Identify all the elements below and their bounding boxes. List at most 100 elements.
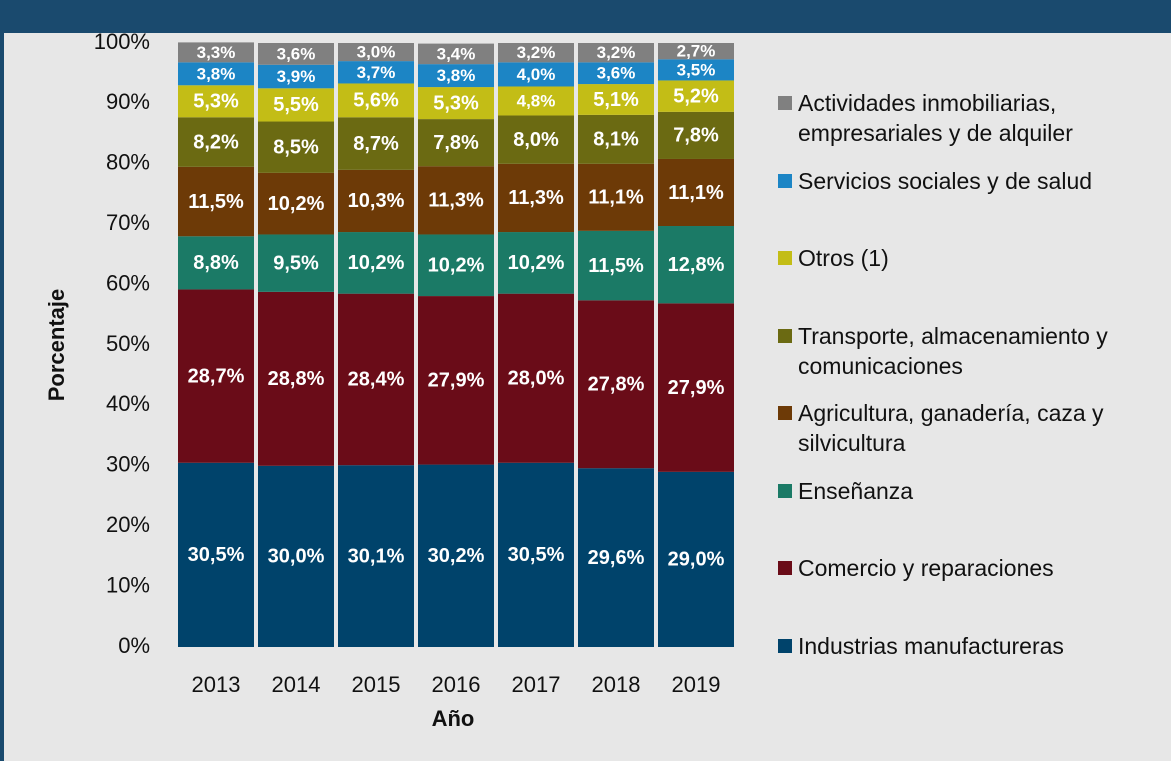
data-label: 30,0% [268,546,325,568]
data-label: 30,5% [188,544,245,566]
bar-segment [658,303,734,472]
data-label: 5,5% [273,94,319,116]
bar-segment [258,64,334,89]
legend-label: Actividades inmobiliarias, empresariales… [798,90,1073,146]
bar-segment [658,226,734,304]
data-label: 29,0% [668,549,725,571]
data-label: 2,7% [677,42,716,61]
data-label: 3,6% [597,64,636,83]
legend-label: Otros (1) [798,245,889,271]
bar-segment [418,464,494,647]
data-label: 11,5% [588,255,644,277]
bar-segment [658,80,734,112]
legend-swatch [778,483,792,498]
bar-segment [338,43,414,62]
bar-segment [258,234,334,292]
data-label: 3,0% [357,43,396,62]
legend-label: Comercio y reparaciones [798,555,1054,581]
bar-segment [658,471,734,647]
legend-label: Servicios sociales y de salud [798,167,1093,194]
x-tick-label: 2019 [672,672,721,697]
legend-item: Comercio y reparaciones [778,553,1158,583]
bar-segment [338,83,414,118]
data-label: 3,8% [437,66,476,85]
data-label: 28,0% [508,368,565,390]
bar-segment [498,43,574,63]
data-label: 8,2% [193,131,239,153]
bar-segment [658,59,734,81]
data-label: 8,8% [193,252,239,274]
data-label: 28,7% [188,365,245,387]
y-tick-label: 40% [106,391,150,416]
y-tick-label: 80% [106,150,150,175]
data-label: 7,8% [673,125,719,147]
data-label: 30,5% [508,544,565,566]
data-label: 3,9% [277,67,316,86]
bar-segment [578,43,654,63]
bar-segment [418,166,494,235]
bar-segment [658,43,734,60]
data-label: 7,8% [433,132,479,154]
legend-item: Transporte, almacenamiento y comunicacio… [778,321,1158,381]
bar-segment [498,86,574,116]
x-tick-label: 2017 [512,672,561,697]
legend-swatch [778,561,792,575]
y-tick-label: 70% [106,210,150,235]
legend-item: Otros (1) [778,243,1158,273]
data-label: 8,7% [353,133,399,155]
bar-segment [258,465,334,647]
bar-segment [338,465,414,647]
data-label: 5,2% [673,85,719,107]
bar-segment [258,43,334,65]
bar-segment [418,296,494,465]
y-tick-label: 30% [106,452,150,477]
bar-segment [338,61,414,84]
bar-segment [338,293,414,466]
data-label: 10,2% [348,252,405,274]
bar-segment [498,115,574,164]
data-label: 27,9% [668,377,725,399]
y-tick-label: 10% [106,572,150,597]
bar-segment [338,232,414,294]
data-label: 30,1% [348,545,405,567]
data-label: 11,3% [428,190,484,212]
bar-segment [498,462,574,647]
data-label: 3,8% [197,64,236,83]
bar-segment [178,289,254,463]
data-label: 5,1% [593,89,639,111]
data-label: 10,2% [268,193,325,215]
bar-segment [418,64,494,88]
y-tick-label: 20% [106,512,150,537]
y-tick-label: 60% [106,270,150,295]
bar-segment [418,43,494,65]
data-label: 29,6% [588,547,645,569]
data-label: 4,0% [517,65,556,84]
bar-segment [418,87,494,120]
data-label: 5,3% [193,91,239,113]
bar-segment [498,163,574,233]
y-tick-label: 0% [118,633,150,658]
legend-item: Industrias manufactureras [778,631,1158,661]
legend-item: Actividades inmobiliarias, empresariales… [778,88,1158,148]
x-tick-label: 2015 [352,672,401,697]
legend-item: Agricultura, ganadería, caza y silvicult… [778,398,1158,458]
data-label: 8,1% [593,129,639,151]
data-label: 12,8% [668,254,725,276]
legend-swatch [778,406,792,420]
legend-label: Transporte, almacenamiento y comunicacio… [798,322,1108,379]
legend-swatch [778,96,792,110]
bar-segment [658,158,734,227]
legend-swatch [778,328,792,343]
bar-segment [418,119,494,167]
bar-segment [578,114,654,164]
legend-label: Enseñanza [798,477,914,504]
bar-segment [578,62,654,85]
bar-segment [498,293,574,463]
legend-item: Enseñanza [778,476,1158,506]
bar-segment [418,234,494,297]
legend-label: Industrias manufactureras [798,632,1064,659]
y-tick-label: 100% [94,29,150,54]
legend-swatch [778,173,792,188]
bar-segment [498,232,574,294]
bar-segment [178,166,254,237]
